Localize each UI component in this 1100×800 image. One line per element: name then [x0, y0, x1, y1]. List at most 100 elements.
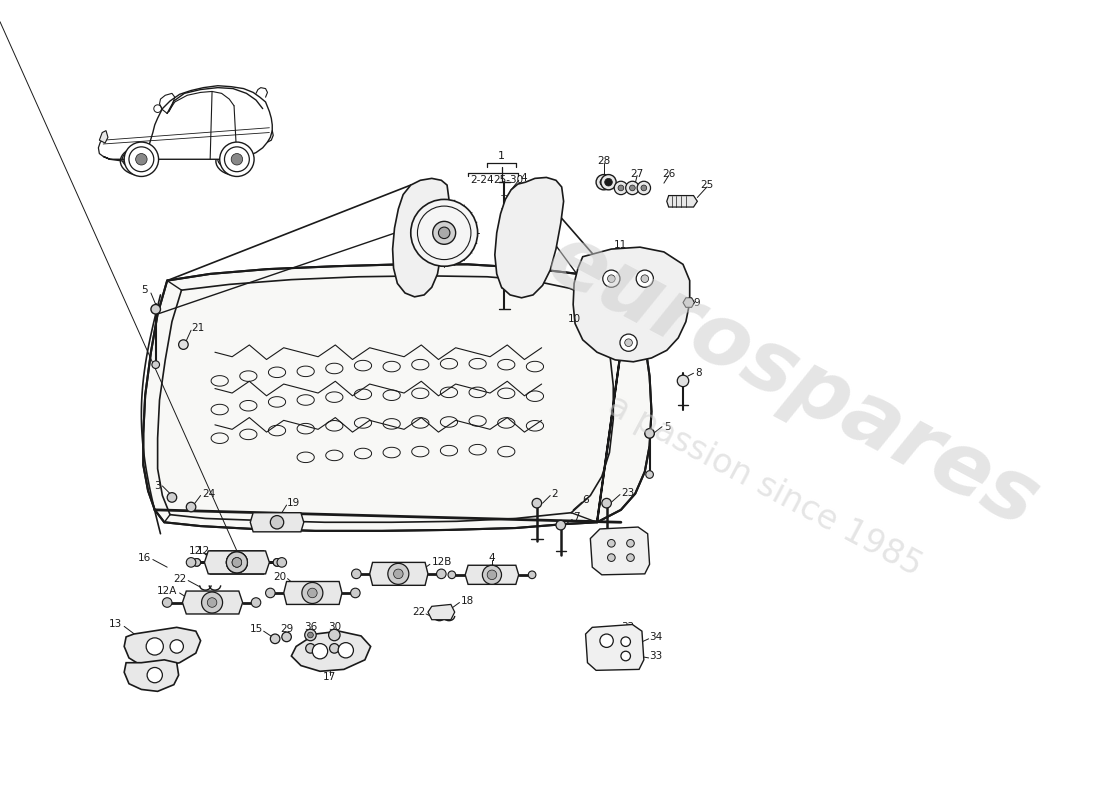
Circle shape	[186, 502, 196, 512]
Polygon shape	[183, 591, 243, 614]
Circle shape	[432, 222, 455, 244]
Circle shape	[601, 174, 616, 190]
Polygon shape	[292, 631, 371, 671]
Circle shape	[607, 539, 615, 547]
Circle shape	[641, 275, 649, 282]
Text: 25: 25	[701, 180, 714, 190]
Text: 4: 4	[520, 174, 527, 183]
Circle shape	[641, 185, 647, 190]
Polygon shape	[428, 605, 454, 620]
Text: 35: 35	[328, 638, 341, 649]
Text: 10: 10	[568, 314, 581, 324]
Polygon shape	[683, 298, 694, 307]
Text: 12B: 12B	[432, 558, 452, 567]
Polygon shape	[370, 562, 428, 586]
Circle shape	[220, 142, 254, 177]
Circle shape	[306, 643, 316, 653]
Circle shape	[352, 569, 361, 578]
Circle shape	[227, 552, 248, 573]
Circle shape	[620, 637, 630, 646]
Circle shape	[487, 570, 497, 579]
Text: 5: 5	[664, 422, 671, 432]
Circle shape	[627, 554, 635, 562]
Text: 24: 24	[202, 489, 216, 498]
Circle shape	[614, 182, 628, 194]
Polygon shape	[124, 660, 178, 691]
Text: 30: 30	[328, 622, 341, 632]
Circle shape	[637, 182, 650, 194]
Text: eurospares: eurospares	[534, 217, 1053, 546]
Circle shape	[151, 305, 161, 314]
Text: 4: 4	[488, 553, 495, 562]
Text: 19: 19	[287, 498, 300, 508]
Text: 12: 12	[189, 546, 202, 556]
Circle shape	[265, 588, 275, 598]
Polygon shape	[205, 551, 270, 574]
Text: 3: 3	[154, 481, 161, 491]
Circle shape	[178, 340, 188, 350]
Polygon shape	[251, 513, 304, 532]
Text: 27: 27	[630, 169, 644, 178]
Text: 17: 17	[323, 672, 337, 682]
Circle shape	[338, 642, 353, 658]
Text: 1: 1	[498, 151, 505, 162]
Circle shape	[147, 667, 163, 682]
Circle shape	[308, 632, 314, 638]
Circle shape	[410, 199, 477, 266]
Circle shape	[207, 598, 217, 607]
Text: 23: 23	[620, 488, 635, 498]
Circle shape	[600, 178, 607, 186]
Polygon shape	[667, 195, 697, 207]
Circle shape	[231, 154, 243, 165]
Circle shape	[232, 558, 242, 567]
Circle shape	[620, 334, 637, 351]
Circle shape	[167, 493, 177, 502]
Circle shape	[556, 520, 565, 530]
Text: 2: 2	[551, 489, 558, 498]
Circle shape	[146, 638, 163, 655]
Circle shape	[483, 566, 502, 584]
Text: 34: 34	[650, 632, 663, 642]
Circle shape	[124, 142, 158, 177]
Polygon shape	[284, 582, 342, 605]
Circle shape	[135, 154, 147, 165]
Text: 7: 7	[573, 513, 580, 522]
Circle shape	[620, 651, 630, 661]
Polygon shape	[103, 86, 272, 161]
Circle shape	[636, 270, 653, 287]
Polygon shape	[573, 247, 690, 362]
Text: 28: 28	[597, 156, 611, 166]
Circle shape	[170, 640, 184, 653]
Text: 22: 22	[173, 574, 186, 584]
Circle shape	[607, 554, 615, 562]
Text: 20: 20	[274, 572, 287, 582]
Text: 37: 37	[304, 638, 317, 649]
Circle shape	[273, 558, 280, 566]
Circle shape	[232, 558, 242, 567]
Circle shape	[232, 558, 242, 567]
Text: 12: 12	[197, 546, 210, 556]
Text: 33: 33	[650, 651, 663, 661]
Polygon shape	[465, 566, 519, 584]
Circle shape	[629, 185, 635, 190]
Circle shape	[227, 552, 248, 573]
Circle shape	[645, 429, 654, 438]
Text: 16: 16	[138, 553, 151, 562]
Circle shape	[282, 632, 292, 642]
Text: 15: 15	[250, 624, 263, 634]
Circle shape	[308, 588, 317, 598]
Circle shape	[627, 539, 635, 547]
Text: 13: 13	[109, 619, 122, 630]
Text: 8: 8	[695, 368, 702, 378]
Circle shape	[439, 227, 450, 238]
Circle shape	[329, 630, 340, 641]
Text: a passion since 1985: a passion since 1985	[602, 389, 927, 583]
Circle shape	[201, 592, 222, 613]
Polygon shape	[124, 627, 200, 667]
Circle shape	[388, 563, 409, 584]
Polygon shape	[591, 527, 650, 575]
Circle shape	[271, 634, 279, 643]
Circle shape	[626, 182, 639, 194]
Circle shape	[605, 178, 613, 186]
Text: 2-24: 2-24	[471, 175, 494, 186]
